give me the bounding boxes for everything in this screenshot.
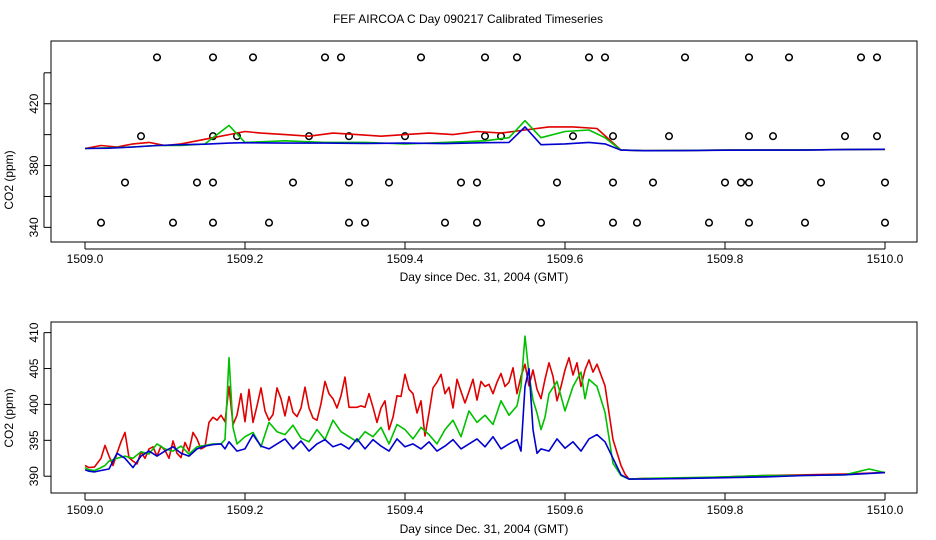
- x-tick-label: 1509.4: [387, 503, 424, 517]
- marker-point: [288, 178, 298, 187]
- marker-point: [680, 53, 690, 62]
- marker-point: [168, 218, 178, 227]
- marker-point: [800, 218, 810, 227]
- y-tick-label: 405: [27, 358, 41, 378]
- marker-point: [768, 132, 778, 141]
- series-line-green: [84, 335, 886, 480]
- y-tick-label: 410: [27, 322, 41, 342]
- marker-point: [264, 218, 274, 227]
- marker-point: [480, 53, 490, 62]
- marker-point: [568, 132, 578, 141]
- marker-point: [744, 218, 754, 227]
- y-tick-label: 340: [27, 217, 41, 237]
- marker-point: [248, 53, 258, 62]
- marker-point: [472, 178, 482, 187]
- marker-point: [872, 53, 882, 62]
- marker-point: [648, 178, 658, 187]
- marker-point: [416, 53, 426, 62]
- marker-point: [96, 218, 106, 227]
- marker-point: [440, 218, 450, 227]
- y-tick-label: 395: [27, 430, 41, 450]
- series-line-red: [84, 356, 886, 480]
- marker-point: [208, 53, 218, 62]
- plot-frame-top: [50, 40, 918, 243]
- marker-point: [192, 178, 202, 187]
- x-tick-label: 1509.2: [227, 503, 264, 517]
- marker-point: [456, 178, 466, 187]
- marker-point: [720, 178, 730, 187]
- marker-point: [632, 218, 642, 227]
- series-line-blue: [84, 126, 886, 152]
- y-axis-label-bottom: CO2 (ppm): [2, 388, 16, 447]
- marker-point: [152, 53, 162, 62]
- marker-point: [704, 218, 714, 227]
- series-line-blue: [84, 367, 886, 480]
- marker-point: [120, 178, 130, 187]
- x-tick-label: 1509.8: [707, 503, 744, 517]
- y-tick-label: 420: [27, 93, 41, 113]
- x-tick-label: 1509.6: [547, 252, 584, 266]
- marker-point: [512, 53, 522, 62]
- marker-point: [784, 53, 794, 62]
- x-tick-label: 1509.8: [707, 252, 744, 266]
- marker-point: [880, 218, 890, 227]
- y-axis-label-top: CO2 (ppm): [2, 150, 16, 209]
- x-tick-label: 1510.0: [867, 252, 904, 266]
- marker-point: [608, 132, 618, 141]
- marker-point: [880, 178, 890, 187]
- marker-point: [208, 218, 218, 227]
- marker-point: [344, 132, 354, 141]
- marker-point: [816, 178, 826, 187]
- series-top: [84, 119, 886, 152]
- marker-point: [872, 132, 882, 141]
- marker-point: [856, 53, 866, 62]
- marker-point: [336, 53, 346, 62]
- marker-point: [208, 178, 218, 187]
- marker-point: [320, 53, 330, 62]
- x-tick-label: 1509.2: [227, 252, 264, 266]
- x-tick-label: 1510.0: [867, 503, 904, 517]
- marker-point: [744, 178, 754, 187]
- axes-top: 1509.0 1509.2 1509.4 1509.6 1509.8 1510.0 340 3…: [27, 72, 904, 266]
- marker-point: [664, 132, 674, 141]
- marker-point: [136, 132, 146, 141]
- chart-title: FEF AIRCOA C Day 090217 Calibrated Times…: [333, 12, 603, 26]
- x-tick-label: 1509.6: [547, 503, 584, 517]
- x-tick-label: 1509.0: [67, 252, 104, 266]
- marker-point: [480, 132, 490, 141]
- x-axis-label-top: Day since Dec. 31, 2004 (GMT): [400, 270, 569, 284]
- marker-point: [360, 218, 370, 227]
- marker-point: [584, 53, 594, 62]
- marker-point: [744, 53, 754, 62]
- panel-top: 1509.0 1509.2 1509.4 1509.6 1509.8 1510.0 340 3…: [2, 40, 918, 284]
- marker-point: [536, 218, 546, 227]
- marker-point: [608, 218, 618, 227]
- y-tick-label: 390: [27, 466, 41, 486]
- panel-bottom: 1509.0 1509.2 1509.4 1509.6 1509.8 1510.0 390 3…: [2, 321, 918, 536]
- marker-point: [744, 132, 754, 141]
- axes-bottom: 1509.0 1509.2 1509.4 1509.6 1509.8 1510.0 390 3…: [27, 322, 904, 517]
- y-tick-label: 380: [27, 155, 41, 175]
- marker-point: [608, 178, 618, 187]
- marker-point: [344, 178, 354, 187]
- marker-point: [472, 218, 482, 227]
- series-bottom: [84, 335, 886, 480]
- marker-point: [552, 178, 562, 187]
- marker-point: [736, 178, 746, 187]
- marker-point: [400, 132, 410, 141]
- x-tick-label: 1509.4: [387, 252, 424, 266]
- y-tick-label: 400: [27, 394, 41, 414]
- x-tick-label: 1509.0: [67, 503, 104, 517]
- plot-frame-bottom: [50, 321, 918, 494]
- x-axis-label-bottom: Day since Dec. 31, 2004 (GMT): [400, 522, 569, 536]
- marker-point: [384, 178, 394, 187]
- marker-point: [840, 132, 850, 141]
- marker-point: [600, 53, 610, 62]
- series-line-green: [84, 119, 886, 152]
- marker-point: [344, 218, 354, 227]
